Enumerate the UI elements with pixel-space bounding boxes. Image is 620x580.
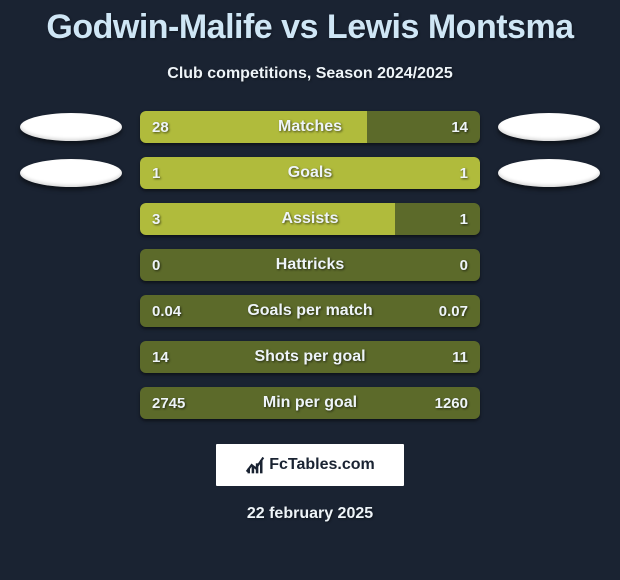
stat-value-left: 14 (152, 349, 169, 366)
stat-value-right: 0 (460, 257, 468, 274)
brand-badge: FcTables.com (215, 443, 405, 487)
player-left-marker (20, 159, 122, 187)
stat-bar: 1 Goals 1 (140, 157, 480, 189)
stat-value-right: 1 (460, 165, 468, 182)
stat-label: Hattricks (276, 256, 344, 274)
stat-row: 28 Matches 14 (0, 111, 620, 143)
stat-value-left: 0 (152, 257, 160, 274)
stat-bar: 0.04 Goals per match 0.07 (140, 295, 480, 327)
stat-value-right: 14 (451, 119, 468, 136)
page-subtitle: Club competitions, Season 2024/2025 (0, 65, 620, 83)
stat-bar: 3 Assists 1 (140, 203, 480, 235)
stat-label: Shots per goal (254, 348, 365, 366)
stat-bar: 0 Hattricks 0 (140, 249, 480, 281)
stat-row: 2745 Min per goal 1260 (0, 387, 620, 419)
stat-bar: 28 Matches 14 (140, 111, 480, 143)
stat-value-left: 3 (152, 211, 160, 228)
stat-label: Goals per match (247, 302, 372, 320)
stat-value-left: 2745 (152, 395, 185, 412)
stat-label: Assists (282, 210, 339, 228)
stat-row: 3 Assists 1 (0, 203, 620, 235)
stat-row: 0 Hattricks 0 (0, 249, 620, 281)
stat-row: 1 Goals 1 (0, 157, 620, 189)
stat-value-right: 11 (452, 349, 468, 366)
player-right-marker (498, 159, 600, 187)
brand-chart-icon (245, 455, 265, 475)
stat-bar: 2745 Min per goal 1260 (140, 387, 480, 419)
stat-value-right: 1 (460, 211, 468, 228)
player-right-marker (498, 113, 600, 141)
player-left-marker (20, 113, 122, 141)
page-title: Godwin-Malife vs Lewis Montsma (0, 0, 620, 47)
stat-value-left: 0.04 (152, 303, 181, 320)
stat-value-right: 0.07 (439, 303, 468, 320)
stat-value-left: 28 (152, 119, 169, 136)
stat-row: 14 Shots per goal 11 (0, 341, 620, 373)
brand-text: FcTables.com (269, 456, 375, 474)
stat-bar: 14 Shots per goal 11 (140, 341, 480, 373)
stat-bar-fill (140, 203, 395, 235)
stat-label: Goals (288, 164, 332, 182)
stat-value-left: 1 (152, 165, 160, 182)
stat-row: 0.04 Goals per match 0.07 (0, 295, 620, 327)
stat-label: Min per goal (263, 394, 357, 412)
stat-label: Matches (278, 118, 342, 136)
datestamp: 22 february 2025 (0, 505, 620, 523)
stat-value-right: 1260 (435, 395, 468, 412)
stats-container: 28 Matches 14 1 Goals 1 3 Assists 1 0 Hattricks 0 0.… (0, 111, 620, 419)
